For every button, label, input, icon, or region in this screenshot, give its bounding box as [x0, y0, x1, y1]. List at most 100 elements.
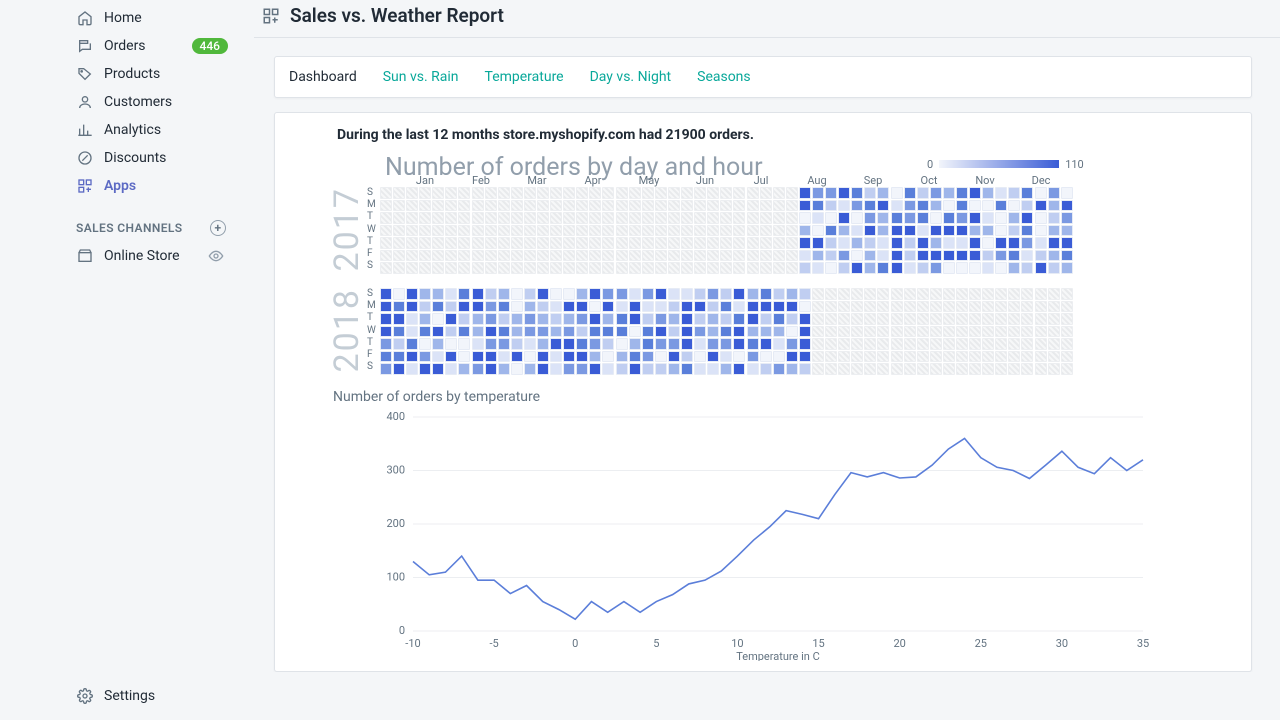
tab-dashboard[interactable]: Dashboard — [289, 69, 357, 85]
heatmap-cell — [524, 326, 536, 338]
heatmap-cell — [602, 225, 614, 237]
heatmap-cell — [602, 363, 614, 375]
heatmap-cell — [773, 338, 785, 350]
heatmap-cell — [760, 326, 772, 338]
heatmap-cell — [825, 237, 837, 249]
tab-temperature[interactable]: Temperature — [485, 69, 564, 85]
heatmap-cell — [472, 313, 484, 325]
heatmap-cell — [747, 301, 759, 313]
view-store-icon[interactable] — [208, 248, 224, 264]
sidebar-item-products[interactable]: Products — [0, 60, 254, 88]
heatmap-cell — [995, 237, 1007, 249]
sidebar-item-home[interactable]: Home — [0, 4, 254, 32]
products-icon — [76, 65, 94, 83]
heatmap-cell — [773, 225, 785, 237]
sidebar-item-discounts[interactable]: Discounts — [0, 144, 254, 172]
heatmap-cell — [1008, 351, 1020, 363]
heatmap-cell — [995, 313, 1007, 325]
heatmap-cell — [930, 237, 942, 249]
sidebar-item-orders[interactable]: Orders 446 — [0, 32, 254, 60]
heatmap-cell — [419, 288, 431, 300]
heatmap-cell — [655, 262, 667, 274]
heatmap-cell — [799, 225, 811, 237]
heatmap-cell — [498, 351, 510, 363]
svg-text:35: 35 — [1137, 637, 1149, 650]
heatmap-cell — [498, 225, 510, 237]
heatmap-cell — [380, 313, 392, 325]
heatmap-cell — [576, 212, 588, 224]
sidebar-item-label: Analytics — [104, 122, 161, 138]
heatmap-cell — [406, 288, 418, 300]
heatmap-cell — [1008, 200, 1020, 212]
heatmap-cell — [406, 326, 418, 338]
heatmap-cell — [1021, 237, 1033, 249]
heatmap-cell — [589, 351, 601, 363]
heatmap-cell — [799, 262, 811, 274]
heatmap-cell — [707, 262, 719, 274]
heatmap-cell — [629, 351, 641, 363]
heatmap-cell — [537, 225, 549, 237]
svg-text:100: 100 — [386, 571, 405, 584]
tab-seasons[interactable]: Seasons — [697, 69, 751, 85]
heatmap-cell — [917, 351, 929, 363]
heatmap-cell — [419, 262, 431, 274]
heatmap-cell — [825, 301, 837, 313]
heatmap-cell — [904, 301, 916, 313]
heatmap-cell — [956, 301, 968, 313]
heatmap-cell — [393, 313, 405, 325]
heatmap-cell — [773, 262, 785, 274]
sidebar-item-customers[interactable]: Customers — [0, 88, 254, 116]
heatmap-cell — [760, 262, 772, 274]
heatmap-cell — [458, 262, 470, 274]
heatmap-cell — [524, 301, 536, 313]
heatmap-cell — [812, 338, 824, 350]
heatmap-cell — [799, 212, 811, 224]
heatmap-cell — [681, 326, 693, 338]
sidebar-item-label: Discounts — [104, 150, 166, 166]
heatmap-cell — [786, 363, 798, 375]
sidebar-item-apps[interactable]: Apps — [0, 172, 254, 200]
heatmap-cell — [786, 250, 798, 262]
heatmap-cell — [1008, 326, 1020, 338]
heatmap-cell — [969, 326, 981, 338]
heatmap-cell — [917, 187, 929, 199]
heatmap-cell — [864, 212, 876, 224]
heatmap-cell — [1021, 262, 1033, 274]
heatmap-cell — [825, 288, 837, 300]
heatmap-cell — [956, 313, 968, 325]
heatmap-cell — [602, 326, 614, 338]
heatmap-cell — [930, 187, 942, 199]
heatmap-cell — [550, 351, 562, 363]
heatmap-cell — [563, 288, 575, 300]
heatmap-cell — [982, 338, 994, 350]
heatmap-cell — [642, 225, 654, 237]
heatmap-cell — [995, 250, 1007, 262]
heatmap-cell — [550, 326, 562, 338]
heatmap-cell — [917, 326, 929, 338]
heatmap-cell — [982, 301, 994, 313]
heatmap-cell — [485, 187, 497, 199]
heatmap-cell — [589, 212, 601, 224]
month-label: Sep — [845, 174, 901, 187]
heatmap-cell — [694, 212, 706, 224]
heatmap-cell — [733, 200, 745, 212]
heatmap-cell — [498, 288, 510, 300]
heatmap-cell — [694, 250, 706, 262]
heatmap-cell — [589, 262, 601, 274]
sidebar-item-analytics[interactable]: Analytics — [0, 116, 254, 144]
heatmap-cell — [602, 237, 614, 249]
sidebar-item-settings[interactable]: Settings — [0, 682, 254, 710]
heatmap-cell — [864, 363, 876, 375]
heatmap-cell — [445, 338, 457, 350]
tab-sun-rain[interactable]: Sun vs. Rain — [383, 69, 459, 85]
add-channel-icon[interactable]: + — [210, 220, 226, 236]
heatmap-cell — [511, 200, 523, 212]
heatmap-cell — [576, 237, 588, 249]
sidebar-item-online-store[interactable]: Online Store — [0, 242, 254, 270]
heatmap-cell — [812, 351, 824, 363]
heatmap-cell — [563, 225, 575, 237]
heatmap-cell — [812, 262, 824, 274]
heatmap-cell — [982, 212, 994, 224]
heatmap-cell — [563, 326, 575, 338]
tab-day-night[interactable]: Day vs. Night — [590, 69, 672, 85]
